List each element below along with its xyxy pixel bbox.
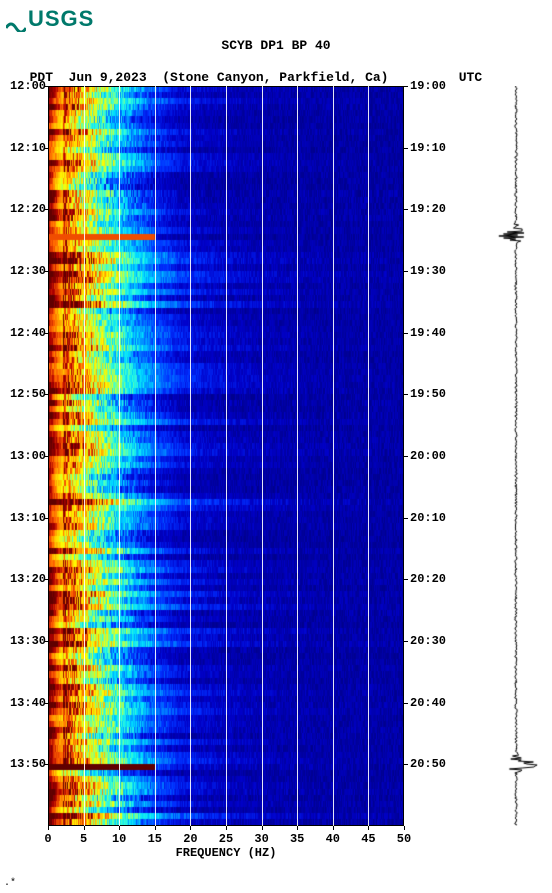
x-tick-label: 15 (148, 832, 162, 846)
tick (404, 579, 408, 580)
y-left-label: 13:10 (0, 511, 46, 525)
x-tick-label: 40 (326, 832, 340, 846)
tick (333, 826, 334, 830)
gridline (190, 86, 191, 826)
y-right-label: 20:20 (410, 572, 446, 586)
x-tick-label: 10 (112, 832, 126, 846)
gridline (226, 86, 227, 826)
tick (404, 148, 408, 149)
x-tick-label: 0 (44, 832, 51, 846)
y-right-label: 19:10 (410, 141, 446, 155)
gridline (297, 86, 298, 826)
tick (155, 826, 156, 830)
x-tick-label: 45 (361, 832, 375, 846)
tick (404, 456, 408, 457)
x-tick-label: 25 (219, 832, 233, 846)
tick (190, 826, 191, 830)
tick (404, 86, 408, 87)
gridline (155, 86, 156, 826)
tick (44, 641, 48, 642)
y-left-label: 13:30 (0, 634, 46, 648)
tick (404, 271, 408, 272)
gridline (333, 86, 334, 826)
x-tick-label: 30 (254, 832, 268, 846)
tick (404, 764, 408, 765)
tick (44, 209, 48, 210)
tick (44, 456, 48, 457)
logo-text: USGS (28, 6, 94, 32)
usgs-wave-icon (6, 12, 26, 26)
tick (44, 703, 48, 704)
tick (44, 333, 48, 334)
tick (44, 271, 48, 272)
tick (404, 518, 408, 519)
tick (44, 764, 48, 765)
gridline (119, 86, 120, 826)
tick (44, 86, 48, 87)
y-left-label: 12:20 (0, 202, 46, 216)
tick (404, 333, 408, 334)
gridline (368, 86, 369, 826)
tick (44, 518, 48, 519)
tick (226, 826, 227, 830)
tick (84, 826, 85, 830)
y-left-label: 13:00 (0, 449, 46, 463)
y-left-label: 12:10 (0, 141, 46, 155)
tick (119, 826, 120, 830)
x-tick-label: 5 (80, 832, 87, 846)
y-right-label: 20:00 (410, 449, 446, 463)
tick (44, 394, 48, 395)
tick (404, 209, 408, 210)
tick (404, 826, 405, 830)
tick (48, 826, 49, 830)
chart-subtitle: PDT Jun 9,2023 (Stone Canyon, Parkfield,… (14, 55, 548, 85)
tick (44, 579, 48, 580)
y-left-label: 13:50 (0, 757, 46, 771)
y-right-label: 20:30 (410, 634, 446, 648)
gridline (262, 86, 263, 826)
y-right-label: 20:40 (410, 696, 446, 710)
usgs-logo: USGS (6, 6, 548, 32)
x-tick-label: 35 (290, 832, 304, 846)
date-label: Jun 9,2023 (69, 70, 147, 85)
y-right-label: 19:30 (410, 264, 446, 278)
tick (262, 826, 263, 830)
tick (404, 703, 408, 704)
x-tick-label: 20 (183, 832, 197, 846)
y-left-label: 12:40 (0, 326, 46, 340)
y-right-label: 19:20 (410, 202, 446, 216)
y-right-label: 20:10 (410, 511, 446, 525)
station-label: (Stone Canyon, Parkfield, Ca) (162, 70, 388, 85)
x-axis-title: FREQUENCY (HZ) (48, 846, 404, 860)
tick (404, 394, 408, 395)
tz-right-label: UTC (459, 70, 482, 85)
y-right-label: 19:50 (410, 387, 446, 401)
tick (297, 826, 298, 830)
y-left-label: 12:50 (0, 387, 46, 401)
footer-mark: .* (4, 878, 16, 889)
chart-title: SCYB DP1 BP 40 (4, 38, 548, 53)
y-left-label: 12:00 (0, 79, 46, 93)
trace-canvas (494, 86, 538, 826)
seismogram-trace (494, 86, 538, 826)
y-right-label: 20:50 (410, 757, 446, 771)
y-left-label: 13:40 (0, 696, 46, 710)
tick (404, 641, 408, 642)
tick (44, 148, 48, 149)
y-right-label: 19:40 (410, 326, 446, 340)
x-tick-label: 50 (397, 832, 411, 846)
y-left-label: 13:20 (0, 572, 46, 586)
tick (368, 826, 369, 830)
y-left-label: 12:30 (0, 264, 46, 278)
y-right-label: 19:00 (410, 79, 446, 93)
gridline (84, 86, 85, 826)
